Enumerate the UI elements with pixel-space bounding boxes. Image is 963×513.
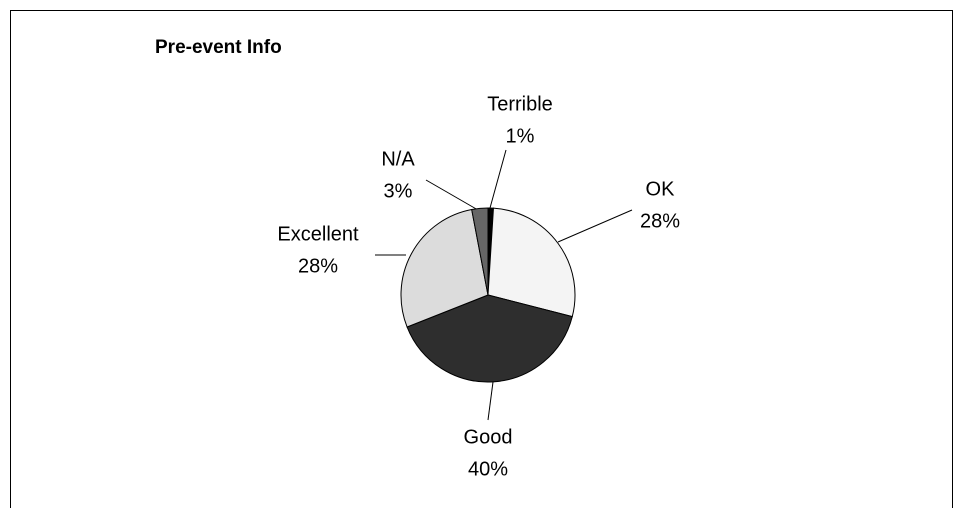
leader-lines [375,149,633,421]
slice-value-label: 28% [640,210,680,232]
slice-value-label: 3% [384,180,413,202]
chart-title: Pre-event Info [155,37,282,58]
slice-label: Good [464,426,513,448]
pie-slice [487,207,576,318]
pie-slice [400,208,489,328]
leader-line [425,179,479,211]
leader-line [489,149,507,209]
slice-value-label: 40% [468,458,508,480]
slice-value-label: 28% [298,255,338,277]
pie-slice [471,207,489,296]
pie-slice [406,294,573,383]
leader-line [487,381,494,421]
slice-label: Terrible [487,93,553,115]
slice-label: N/A [381,148,415,170]
slice-label: Excellent [277,223,359,245]
slice-value-label: 1% [506,125,535,147]
slice-label: OK [646,178,676,200]
leader-line [557,209,633,243]
